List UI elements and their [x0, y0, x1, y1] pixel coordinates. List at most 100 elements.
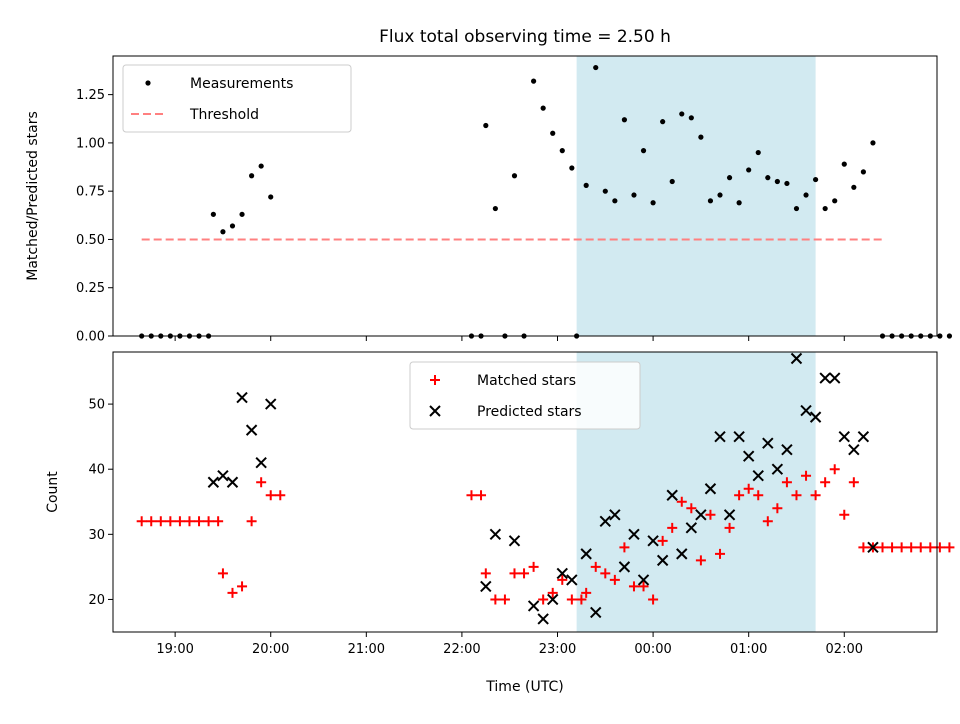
plot-layer: 0.00 0.25 0.50 0.75 1.00 1.25 Measurements Thre…: [76, 55, 955, 657]
measurement-point: [698, 134, 704, 140]
measurement-point: [851, 184, 857, 190]
top-y-axis-label: Matched/Predicted stars: [25, 111, 41, 281]
measurement-point: [822, 205, 828, 212]
x-tick-label: 19:00: [156, 642, 193, 657]
measurement-point: [803, 192, 809, 198]
matched-star-point: [155, 516, 166, 527]
matched-star-point: [194, 516, 205, 527]
matched-star-point: [480, 568, 491, 579]
matched-star-point: [628, 581, 639, 592]
predicted-star-point: [733, 430, 745, 443]
x-tick-label: 02:00: [826, 642, 863, 657]
matched-star-point: [476, 490, 487, 501]
matched-star-point: [519, 568, 530, 579]
matched-star-point: [801, 470, 812, 481]
matched-star-point: [256, 477, 267, 488]
matched-star-point: [600, 568, 611, 579]
matched-star-point: [566, 594, 577, 605]
measurement-point: [679, 111, 685, 117]
predicted-star-point: [609, 509, 621, 521]
matched-star-point: [609, 574, 620, 585]
matched-star-point: [695, 555, 706, 566]
measurement-point: [258, 163, 264, 169]
matched-star-point: [174, 516, 185, 527]
matched-star-point: [829, 464, 840, 475]
predicted-star-point: [771, 463, 784, 475]
matched-star-point: [705, 509, 716, 520]
matched-star-point: [246, 516, 257, 527]
matched-star-point: [265, 490, 276, 501]
matched-star-point: [896, 542, 907, 553]
predicted-star-point: [704, 483, 717, 495]
predicted-star-point: [656, 554, 669, 567]
measurement-point: [688, 115, 694, 121]
matched-star-point: [547, 587, 558, 598]
matched-star-point: [576, 594, 587, 605]
matched-star-point: [715, 548, 726, 559]
matched-star-point: [619, 542, 630, 553]
matched-star-point: [499, 594, 510, 605]
measurement-point: [765, 175, 771, 181]
measurement-point: [550, 130, 556, 136]
predicted-star-point: [723, 509, 736, 521]
predicted-star-point: [547, 593, 559, 606]
measurement-point: [717, 192, 723, 198]
panel-frame: [112, 55, 938, 337]
measurement-point: [612, 198, 618, 204]
predicted-star-point: [742, 450, 755, 462]
chart-title: Flux total observing time = 2.50 h: [379, 27, 671, 47]
predicted-star-point: [819, 372, 831, 384]
measurement-point: [660, 119, 666, 125]
predicted-star-point: [685, 522, 698, 534]
matched-star-point: [906, 542, 917, 553]
predicted-star-point: [508, 535, 521, 547]
predicted-star-point: [537, 613, 549, 625]
predicted-star-point: [580, 548, 592, 560]
measurement-point: [707, 198, 714, 204]
matched-star-point: [581, 587, 592, 598]
predicted-star-point: [637, 574, 650, 586]
measurement-point: [602, 188, 608, 194]
y-tick-label: 1.25: [76, 88, 105, 103]
legend-box: [122, 64, 352, 133]
predicted-star-point: [245, 424, 258, 436]
matched-star-point: [848, 477, 859, 488]
measurement-point: [793, 205, 800, 212]
predicted-star-point: [599, 515, 612, 528]
predicted-star-point: [752, 470, 764, 482]
matched-star-point: [791, 490, 802, 501]
x-tick-label: 01:00: [730, 642, 767, 657]
matched-star-point: [590, 561, 601, 572]
matched-star-point: [724, 522, 735, 533]
predicted-star-point: [829, 372, 841, 384]
predicted-star-point: [628, 528, 640, 541]
measurement-point: [755, 149, 761, 156]
matched-star-point: [887, 542, 898, 553]
predicted-star-point: [556, 567, 568, 580]
measurement-point: [774, 178, 780, 185]
measurement-point: [631, 192, 637, 198]
measurement-point: [249, 173, 255, 179]
legend-label: Threshold: [189, 107, 259, 123]
matched-star-point: [820, 477, 831, 488]
observing-window-span: [576, 56, 816, 336]
legend-predicted-swatch: [429, 405, 441, 417]
predicted-star-point: [762, 437, 774, 449]
x-axis-label: Time (UTC): [485, 679, 563, 695]
matched-star-point: [686, 503, 697, 514]
measurement-point: [841, 161, 847, 167]
matched-star-point: [858, 542, 869, 553]
predicted-star-point: [226, 476, 239, 488]
matched-star-point: [944, 542, 955, 553]
matched-star-point: [136, 516, 147, 527]
matched-star-point: [925, 542, 936, 553]
matched-star-point: [538, 594, 549, 605]
matched-star-point: [648, 594, 659, 605]
measurement-point: [726, 175, 733, 181]
measurement-point: [593, 64, 599, 71]
x-tick-label: 22:00: [443, 642, 480, 657]
panel-frame: [112, 351, 938, 633]
predicted-star-point: [217, 470, 229, 482]
predicted-star-point: [489, 528, 502, 541]
